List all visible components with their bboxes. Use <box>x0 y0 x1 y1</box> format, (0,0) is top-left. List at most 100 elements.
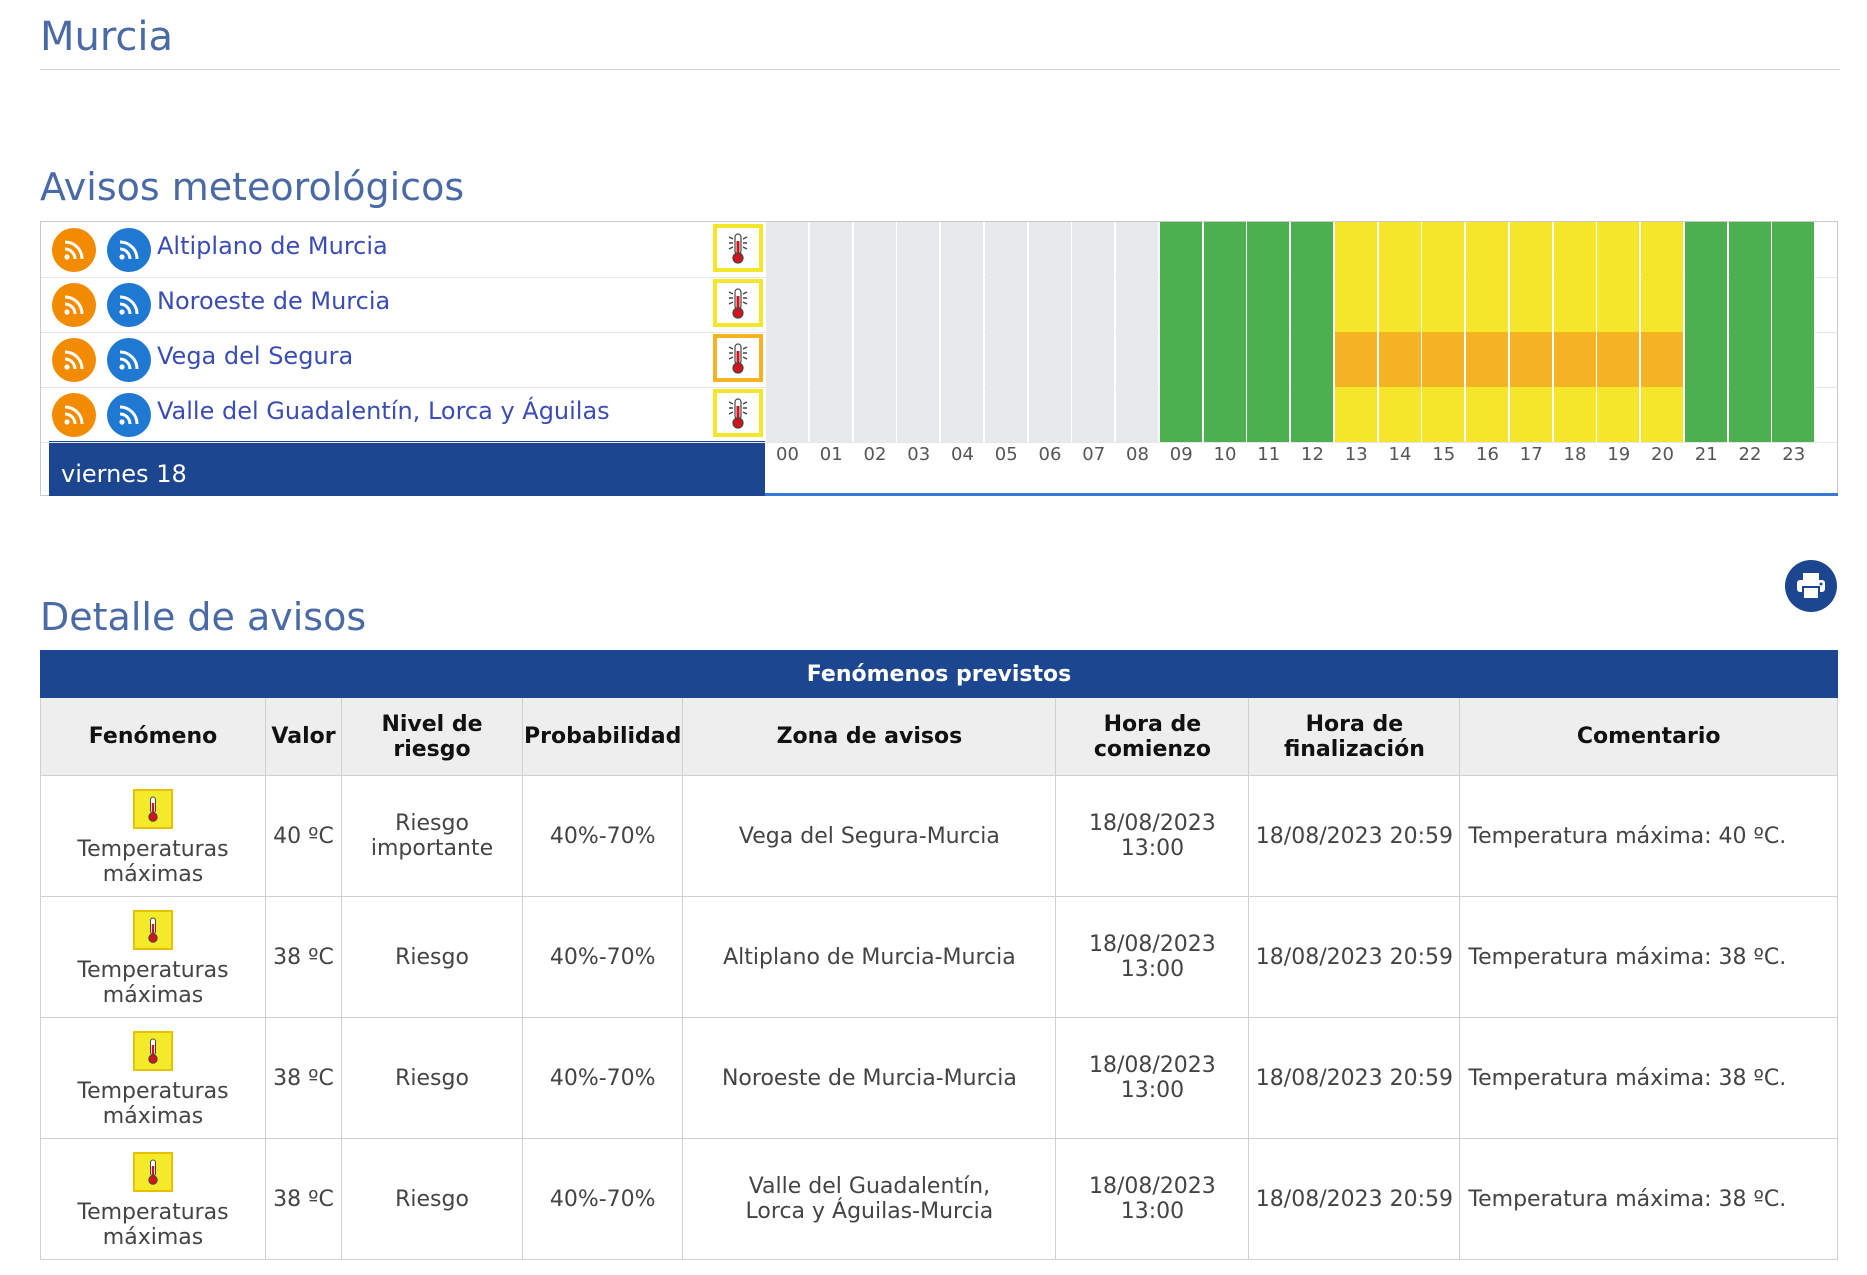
hour-cell <box>1728 387 1772 442</box>
thermometer-warning-icon[interactable] <box>713 389 763 437</box>
hour-label: 05 <box>994 444 1018 465</box>
hour-label: 02 <box>863 444 887 465</box>
hour-cell <box>1553 277 1597 332</box>
cell-valor: 38 ºC <box>265 1017 342 1139</box>
cell-nivel-text: Riesgo <box>395 944 469 970</box>
hour-cell <box>1028 222 1072 277</box>
hour-cell <box>1072 277 1116 332</box>
cell-nivel-text: Riesgo <box>395 1065 469 1091</box>
zone-link[interactable]: Vega del Segura <box>157 342 354 370</box>
hour-cell <box>1247 387 1291 442</box>
thermometer-warning-icon[interactable] <box>713 334 763 382</box>
day-label: viernes 18 <box>61 460 187 488</box>
hour-cell <box>1028 277 1072 332</box>
cell-fenomeno: Temperaturas máximas <box>40 1017 266 1139</box>
hour-cell <box>1334 387 1378 442</box>
cell-probabilidad-text: 40%-70% <box>549 1186 656 1212</box>
cell-inicio: 18/08/2023 13:00 <box>1055 775 1250 897</box>
timeline-row: Noroeste de Murcia <box>41 277 1837 333</box>
cell-zona-text: Valle del Guadalentín, Lorca y Águilas-M… <box>745 1174 994 1224</box>
rss-feed-icon[interactable] <box>107 228 151 272</box>
phenomenon-label: Temperaturas máximas <box>77 958 229 1008</box>
hour-cell <box>1772 387 1816 442</box>
hour-cell <box>1641 332 1684 387</box>
cell-fin-text: 18/08/2023 20:59 <box>1255 1186 1453 1212</box>
detail-table: Fenómenos previstos Fenómeno Valor Nivel… <box>40 650 1838 1260</box>
cell-probabilidad: 40%-70% <box>521 1017 684 1139</box>
cell-inicio-text: 18/08/2023 13:00 <box>1089 1053 1216 1103</box>
rss-feed-icon[interactable] <box>52 338 96 382</box>
rss-feed-icon[interactable] <box>52 393 96 437</box>
hour-cell <box>1203 387 1247 442</box>
cell-nivel: Riesgo <box>341 1017 523 1139</box>
cell-comentario: Temperatura máxima: 40 ºC. <box>1459 775 1838 897</box>
hour-cell <box>1728 277 1772 332</box>
hour-cell <box>1203 277 1247 332</box>
day-band: viernes 18 <box>49 441 765 496</box>
hour-cell <box>1378 332 1422 387</box>
zone-link[interactable]: Valle del Guadalentín, Lorca y Águilas <box>157 397 610 425</box>
cell-inicio: 18/08/2023 13:00 <box>1055 896 1250 1018</box>
cell-valor-text: 38 ºC <box>273 944 334 970</box>
timeline-row: Vega del Segura <box>41 332 1837 388</box>
cell-inicio-text: 18/08/2023 13:00 <box>1089 1174 1216 1224</box>
timeline-bottom-line <box>765 493 1838 496</box>
hour-cell <box>1378 387 1422 442</box>
zone-link[interactable]: Altiplano de Murcia <box>157 232 388 260</box>
hour-label: 09 <box>1169 444 1193 465</box>
cell-comentario-text: Temperatura máxima: 38 ºC. <box>1468 944 1787 970</box>
rss-feed-icon[interactable] <box>107 393 151 437</box>
thermometer-warning-icon[interactable] <box>713 224 763 272</box>
hour-cell <box>1597 332 1641 387</box>
cell-inicio-text: 18/08/2023 13:00 <box>1089 811 1216 861</box>
hour-cell <box>984 222 1028 277</box>
hour-label: 12 <box>1301 444 1324 465</box>
hour-cell <box>1291 332 1334 387</box>
hour-cell <box>1684 387 1728 442</box>
thermometer-icon <box>133 789 173 829</box>
hour-cell <box>1509 222 1553 277</box>
hour-cell <box>1509 277 1553 332</box>
col-valor: Valor <box>265 697 342 776</box>
hour-cell <box>1116 332 1159 387</box>
col-inicio: Hora de comienzo <box>1055 697 1250 776</box>
table-row: Temperaturas máximas 38 ºC Riesgo 40%-70% Al… <box>40 896 1838 1018</box>
hour-cell <box>1466 277 1509 332</box>
hour-cell <box>1334 332 1378 387</box>
rss-feed-icon[interactable] <box>52 228 96 272</box>
cell-comentario: Temperatura máxima: 38 ºC. <box>1459 1138 1838 1260</box>
hour-label: 10 <box>1213 444 1237 465</box>
hour-cell <box>766 277 809 332</box>
printer-icon <box>1797 573 1825 600</box>
hour-cell <box>1203 222 1247 277</box>
hour-label: 17 <box>1519 444 1543 465</box>
cell-zona: Noroeste de Murcia-Murcia <box>682 1017 1057 1139</box>
hour-label: 00 <box>776 444 799 465</box>
table-row: Temperaturas máximas 40 ºC Riesgo importan… <box>40 775 1838 897</box>
hour-cell <box>853 332 897 387</box>
rss-feed-icon[interactable] <box>107 283 151 327</box>
warnings-title: Avisos meteorológicos <box>40 165 465 209</box>
hour-cell <box>897 222 941 277</box>
hour-cell <box>1553 222 1597 277</box>
zone-link[interactable]: Noroeste de Murcia <box>157 287 391 315</box>
cell-fenomeno: Temperaturas máximas <box>40 896 266 1018</box>
hour-cell <box>984 387 1028 442</box>
hour-cell <box>1159 222 1203 277</box>
thermometer-icon <box>133 1152 173 1192</box>
thermometer-icon <box>133 910 173 950</box>
hour-cell <box>809 332 853 387</box>
table-caption: Fenómenos previstos <box>40 650 1838 698</box>
hour-cell <box>1641 387 1684 442</box>
print-button[interactable] <box>1785 560 1837 612</box>
hour-cell <box>1291 387 1334 442</box>
hour-cell <box>1422 277 1466 332</box>
hour-label: 03 <box>907 444 931 465</box>
timeline-row: Altiplano de Murcia <box>41 222 1837 278</box>
rss-feed-icon[interactable] <box>52 283 96 327</box>
detail-title: Detalle de avisos <box>40 595 367 639</box>
cell-nivel: Riesgo <box>341 1138 523 1260</box>
cell-valor: 40 ºC <box>265 775 342 897</box>
thermometer-warning-icon[interactable] <box>713 279 763 327</box>
rss-feed-icon[interactable] <box>107 338 151 382</box>
